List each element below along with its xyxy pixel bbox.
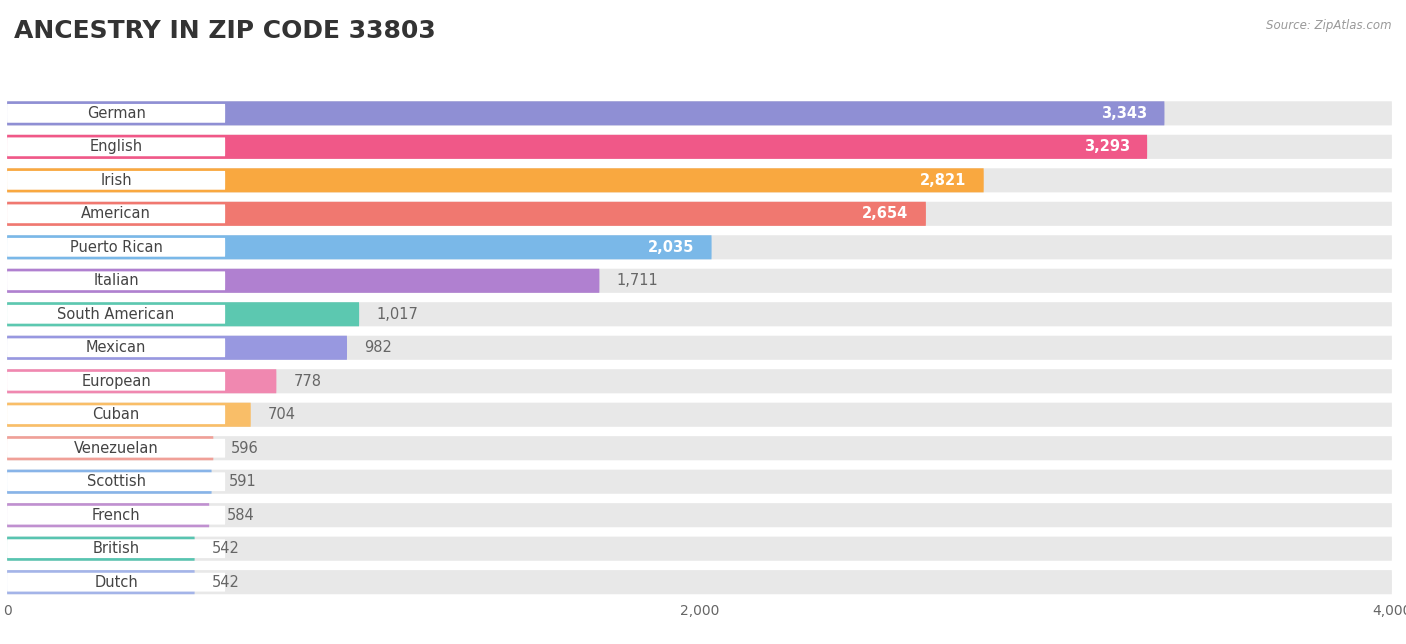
FancyBboxPatch shape xyxy=(7,503,1392,527)
Text: Cuban: Cuban xyxy=(93,407,139,422)
Text: 596: 596 xyxy=(231,440,259,456)
FancyBboxPatch shape xyxy=(7,439,225,458)
FancyBboxPatch shape xyxy=(7,202,1392,226)
Text: European: European xyxy=(82,374,150,389)
Text: 3,343: 3,343 xyxy=(1101,106,1147,121)
Text: Source: ZipAtlas.com: Source: ZipAtlas.com xyxy=(1267,19,1392,32)
FancyBboxPatch shape xyxy=(7,168,1392,193)
FancyBboxPatch shape xyxy=(7,168,984,193)
FancyBboxPatch shape xyxy=(7,369,277,393)
FancyBboxPatch shape xyxy=(7,271,225,290)
Text: 1,017: 1,017 xyxy=(377,307,419,322)
FancyBboxPatch shape xyxy=(7,269,1392,293)
FancyBboxPatch shape xyxy=(7,536,1392,561)
FancyBboxPatch shape xyxy=(7,269,599,293)
FancyBboxPatch shape xyxy=(7,469,1392,494)
Text: ANCESTRY IN ZIP CODE 33803: ANCESTRY IN ZIP CODE 33803 xyxy=(14,19,436,43)
FancyBboxPatch shape xyxy=(7,472,225,491)
FancyBboxPatch shape xyxy=(7,503,209,527)
Text: Mexican: Mexican xyxy=(86,340,146,355)
Text: Puerto Rican: Puerto Rican xyxy=(70,240,163,255)
FancyBboxPatch shape xyxy=(7,338,225,357)
Text: British: British xyxy=(93,541,139,556)
Text: Scottish: Scottish xyxy=(87,474,146,489)
FancyBboxPatch shape xyxy=(7,506,225,525)
Text: 704: 704 xyxy=(269,407,297,422)
FancyBboxPatch shape xyxy=(7,235,1392,260)
FancyBboxPatch shape xyxy=(7,238,225,257)
FancyBboxPatch shape xyxy=(7,573,225,592)
Text: English: English xyxy=(90,139,142,155)
FancyBboxPatch shape xyxy=(7,135,1392,159)
Text: 584: 584 xyxy=(226,507,254,523)
FancyBboxPatch shape xyxy=(7,202,927,226)
FancyBboxPatch shape xyxy=(7,101,1164,126)
Text: 542: 542 xyxy=(212,541,240,556)
FancyBboxPatch shape xyxy=(7,235,711,260)
FancyBboxPatch shape xyxy=(7,539,225,558)
FancyBboxPatch shape xyxy=(7,469,212,494)
Text: Irish: Irish xyxy=(100,173,132,188)
Text: American: American xyxy=(82,206,150,222)
Text: South American: South American xyxy=(58,307,174,322)
Text: Italian: Italian xyxy=(93,273,139,289)
Text: 982: 982 xyxy=(364,340,392,355)
Text: 542: 542 xyxy=(212,574,240,590)
Text: 778: 778 xyxy=(294,374,322,389)
Text: Dutch: Dutch xyxy=(94,574,138,590)
FancyBboxPatch shape xyxy=(7,137,225,156)
Text: French: French xyxy=(91,507,141,523)
FancyBboxPatch shape xyxy=(7,171,225,190)
FancyBboxPatch shape xyxy=(7,204,225,223)
Text: 2,821: 2,821 xyxy=(920,173,966,188)
FancyBboxPatch shape xyxy=(7,436,214,460)
FancyBboxPatch shape xyxy=(7,405,225,424)
Text: German: German xyxy=(87,106,146,121)
FancyBboxPatch shape xyxy=(7,536,194,561)
FancyBboxPatch shape xyxy=(7,570,194,594)
FancyBboxPatch shape xyxy=(7,104,225,123)
FancyBboxPatch shape xyxy=(7,570,1392,594)
Text: 2,035: 2,035 xyxy=(648,240,695,255)
FancyBboxPatch shape xyxy=(7,101,1392,126)
FancyBboxPatch shape xyxy=(7,436,1392,460)
FancyBboxPatch shape xyxy=(7,372,225,391)
FancyBboxPatch shape xyxy=(7,369,1392,393)
FancyBboxPatch shape xyxy=(7,305,225,324)
Text: 3,293: 3,293 xyxy=(1084,139,1130,155)
FancyBboxPatch shape xyxy=(7,336,347,360)
FancyBboxPatch shape xyxy=(7,135,1147,159)
FancyBboxPatch shape xyxy=(7,336,1392,360)
FancyBboxPatch shape xyxy=(7,402,1392,427)
Text: 2,654: 2,654 xyxy=(862,206,908,222)
FancyBboxPatch shape xyxy=(7,302,359,327)
Text: 591: 591 xyxy=(229,474,257,489)
FancyBboxPatch shape xyxy=(7,402,250,427)
FancyBboxPatch shape xyxy=(7,302,1392,327)
Text: Venezuelan: Venezuelan xyxy=(73,440,159,456)
Text: 1,711: 1,711 xyxy=(617,273,658,289)
